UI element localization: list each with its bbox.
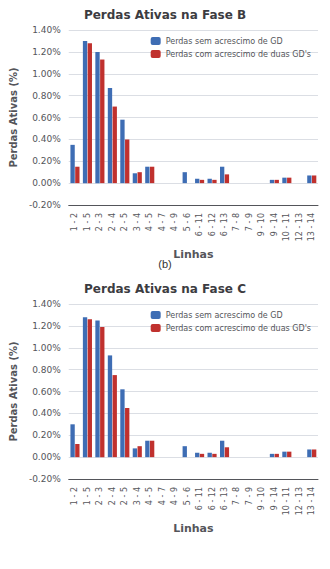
svg-text:Perdas Ativas na Fase C: Perdas Ativas na Fase C bbox=[84, 282, 246, 296]
svg-text:1 - 2: 1 - 2 bbox=[70, 213, 79, 231]
svg-text:2 - 3: 2 - 3 bbox=[95, 213, 104, 231]
svg-text:2 - 3: 2 - 3 bbox=[95, 487, 104, 505]
svg-text:6 - 12: 6 - 12 bbox=[208, 213, 217, 236]
svg-text:1.40%: 1.40% bbox=[32, 25, 61, 35]
svg-text:1.40%: 1.40% bbox=[32, 299, 61, 309]
svg-text:9 - 10: 9 - 10 bbox=[257, 487, 266, 510]
svg-text:5 - 6: 5 - 6 bbox=[183, 213, 192, 231]
svg-text:12 - 13: 12 - 13 bbox=[295, 213, 304, 241]
svg-text:Linhas: Linhas bbox=[173, 522, 214, 535]
svg-text:0.40%: 0.40% bbox=[32, 408, 61, 418]
svg-text:13 - 14: 13 - 14 bbox=[307, 213, 316, 241]
svg-text:4 - 9: 4 - 9 bbox=[170, 213, 179, 231]
svg-text:9 - 14: 9 - 14 bbox=[270, 213, 279, 236]
svg-text:4 - 7: 4 - 7 bbox=[158, 487, 167, 505]
svg-text:(b): (b) bbox=[158, 258, 171, 270]
svg-text:0.80%: 0.80% bbox=[32, 91, 61, 101]
svg-text:Perdas sem acrescimo de GD: Perdas sem acrescimo de GD bbox=[166, 311, 283, 320]
svg-text:0.40%: 0.40% bbox=[32, 134, 61, 144]
svg-text:0.60%: 0.60% bbox=[32, 387, 61, 397]
svg-text:4 - 5: 4 - 5 bbox=[145, 487, 154, 505]
svg-text:3 - 4: 3 - 4 bbox=[133, 487, 142, 505]
svg-text:4 - 9: 4 - 9 bbox=[170, 487, 179, 505]
svg-text:2 - 5: 2 - 5 bbox=[120, 487, 129, 505]
svg-text:9 - 14: 9 - 14 bbox=[270, 487, 279, 510]
svg-text:0.60%: 0.60% bbox=[32, 113, 61, 123]
svg-text:10 - 11: 10 - 11 bbox=[282, 213, 291, 241]
svg-text:Perdas Ativas (%): Perdas Ativas (%) bbox=[8, 341, 19, 441]
svg-text:Perdas Ativas na Fase B: Perdas Ativas na Fase B bbox=[84, 8, 246, 22]
svg-text:7 - 9: 7 - 9 bbox=[245, 213, 254, 231]
svg-text:1 - 5: 1 - 5 bbox=[83, 487, 92, 505]
svg-text:6 - 11: 6 - 11 bbox=[195, 213, 204, 236]
svg-text:3 - 4: 3 - 4 bbox=[133, 213, 142, 231]
svg-text:1 - 5: 1 - 5 bbox=[83, 213, 92, 231]
svg-text:12 - 13: 12 - 13 bbox=[295, 487, 304, 515]
svg-text:1.20%: 1.20% bbox=[32, 321, 61, 331]
svg-text:7 - 8: 7 - 8 bbox=[232, 487, 241, 505]
svg-text:0.20%: 0.20% bbox=[32, 156, 61, 166]
svg-text:5 - 6: 5 - 6 bbox=[183, 487, 192, 505]
svg-text:2 - 5: 2 - 5 bbox=[120, 213, 129, 231]
svg-text:-0.20%: -0.20% bbox=[29, 200, 61, 210]
svg-text:0.00%: 0.00% bbox=[32, 452, 61, 462]
svg-text:-0.20%: -0.20% bbox=[29, 474, 61, 484]
svg-text:Perdas Ativas (%): Perdas Ativas (%) bbox=[8, 67, 19, 167]
svg-text:4 - 7: 4 - 7 bbox=[158, 213, 167, 231]
svg-text:6 - 13: 6 - 13 bbox=[220, 213, 229, 236]
svg-text:4 - 5: 4 - 5 bbox=[145, 213, 154, 231]
svg-text:2 - 4: 2 - 4 bbox=[108, 213, 117, 231]
svg-text:0.20%: 0.20% bbox=[32, 430, 61, 440]
svg-text:9 - 10: 9 - 10 bbox=[257, 213, 266, 236]
svg-text:Perdas sem acrescimo de GD: Perdas sem acrescimo de GD bbox=[166, 37, 283, 46]
svg-text:Perdas com acrescimo de duas G: Perdas com acrescimo de duas GD's bbox=[166, 324, 311, 333]
svg-text:7 - 8: 7 - 8 bbox=[232, 213, 241, 231]
svg-text:6 - 12: 6 - 12 bbox=[208, 487, 217, 510]
svg-text:6 - 13: 6 - 13 bbox=[220, 487, 229, 510]
svg-text:1.00%: 1.00% bbox=[32, 343, 61, 353]
svg-text:1 - 2: 1 - 2 bbox=[70, 487, 79, 505]
svg-text:10 - 11: 10 - 11 bbox=[282, 487, 291, 515]
svg-text:7 - 9: 7 - 9 bbox=[245, 487, 254, 505]
svg-text:2 - 4: 2 - 4 bbox=[108, 487, 117, 505]
svg-text:13 - 14: 13 - 14 bbox=[307, 487, 316, 515]
svg-text:0.00%: 0.00% bbox=[32, 178, 61, 188]
svg-text:0.80%: 0.80% bbox=[32, 365, 61, 375]
svg-text:1.00%: 1.00% bbox=[32, 69, 61, 79]
svg-text:Linhas: Linhas bbox=[173, 248, 214, 261]
svg-text:Perdas com acrescimo de duas G: Perdas com acrescimo de duas GD's bbox=[166, 50, 311, 59]
svg-text:1.20%: 1.20% bbox=[32, 47, 61, 57]
svg-text:6 - 11: 6 - 11 bbox=[195, 487, 204, 510]
